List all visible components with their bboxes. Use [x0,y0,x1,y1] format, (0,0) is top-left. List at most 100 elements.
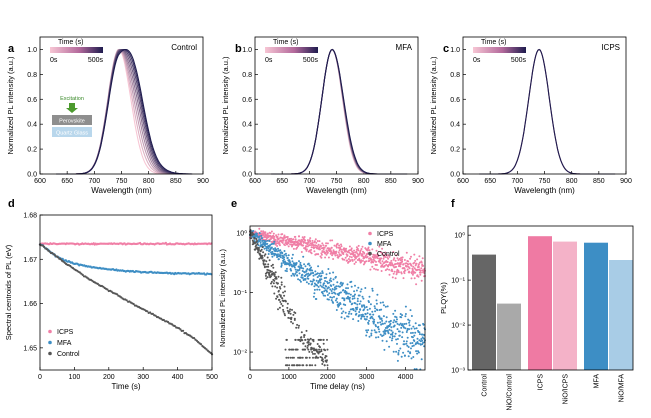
data-point [301,239,304,242]
data-point [335,297,338,300]
data-point [342,253,345,256]
data-point [326,338,328,341]
data-point [264,231,267,234]
y-tick-label: 1.0 [450,47,460,54]
data-point [402,277,405,280]
category-label: NiO/MFA [619,374,626,403]
data-point [266,256,269,259]
data-point [325,360,328,363]
data-point [396,359,399,362]
data-point [313,352,316,355]
data-point [376,257,379,260]
data-point [256,232,258,235]
data-point [305,249,308,252]
data-point [300,264,303,267]
data-point [355,312,358,315]
data-point [311,239,314,242]
colorbar-title: Time (s) [58,39,83,46]
data-point [370,315,373,318]
data-point [348,245,351,248]
x-tick-label: 650 [276,178,288,185]
data-point [396,271,398,274]
data-point [396,342,398,345]
data-point [368,307,371,310]
data-point [316,245,319,248]
data-point [275,297,278,300]
data-point [301,273,304,276]
legend-label: ICPS [57,329,74,336]
data-point [294,268,297,271]
data-point [328,281,331,284]
data-point [282,238,285,241]
data-point [313,285,316,288]
y-tick-label: 0.2 [242,147,252,154]
data-point [264,274,267,277]
data-point [397,349,400,352]
data-point [415,262,418,265]
data-point [384,332,387,335]
data-point [407,263,410,266]
data-point [381,247,384,250]
data-point [346,283,349,286]
data-point [313,250,316,253]
data-point [381,319,384,322]
data-point [329,239,332,242]
data-point [268,272,271,275]
data-point [394,277,397,280]
data-point [418,333,421,336]
data-point [299,261,302,264]
data-point [330,246,333,249]
data-point [270,237,272,240]
data-point [294,235,297,238]
data-point [358,294,361,297]
data-point [307,341,310,344]
data-point [410,347,412,350]
colorbar [50,47,103,53]
data-point [294,238,297,241]
data-point [332,258,335,260]
data-point [259,238,262,241]
data-point [275,234,278,237]
x-tick-label: 0 [248,374,252,381]
data-point [318,288,321,291]
data-point [281,241,284,244]
y-axis-label-f: PLQY(%) [439,282,448,314]
data-point [324,280,327,282]
series-control [38,243,214,356]
data-point [335,250,338,253]
data-point [328,292,331,295]
data-point [265,249,268,252]
data-point [312,340,315,343]
legend-marker [368,251,372,256]
y-tick-label: 0.4 [27,122,37,129]
data-point [319,245,322,248]
data-point [357,244,360,247]
data-point [265,265,268,268]
data-point [286,257,289,259]
data-point [297,241,300,244]
data-point [284,300,287,303]
data-point [422,337,425,340]
data-point [335,309,338,311]
x-tick-label: 850 [385,178,397,185]
data-point [356,300,359,303]
data-point [164,241,167,244]
data-point [309,342,312,345]
data-point [338,304,341,307]
data-point [309,364,312,367]
data-point [319,284,322,287]
data-point [269,232,272,235]
data-point [405,340,408,343]
data-point [393,335,396,338]
data-point [390,268,393,271]
data-point [325,242,328,245]
data-point [316,272,319,275]
data-point [298,260,300,263]
data-point [375,268,377,271]
data-point [336,242,339,245]
data-point [322,244,325,247]
data-point [324,256,327,259]
y-tick-label: 0.4 [242,122,252,129]
data-point [197,341,200,344]
data-point [323,364,326,367]
